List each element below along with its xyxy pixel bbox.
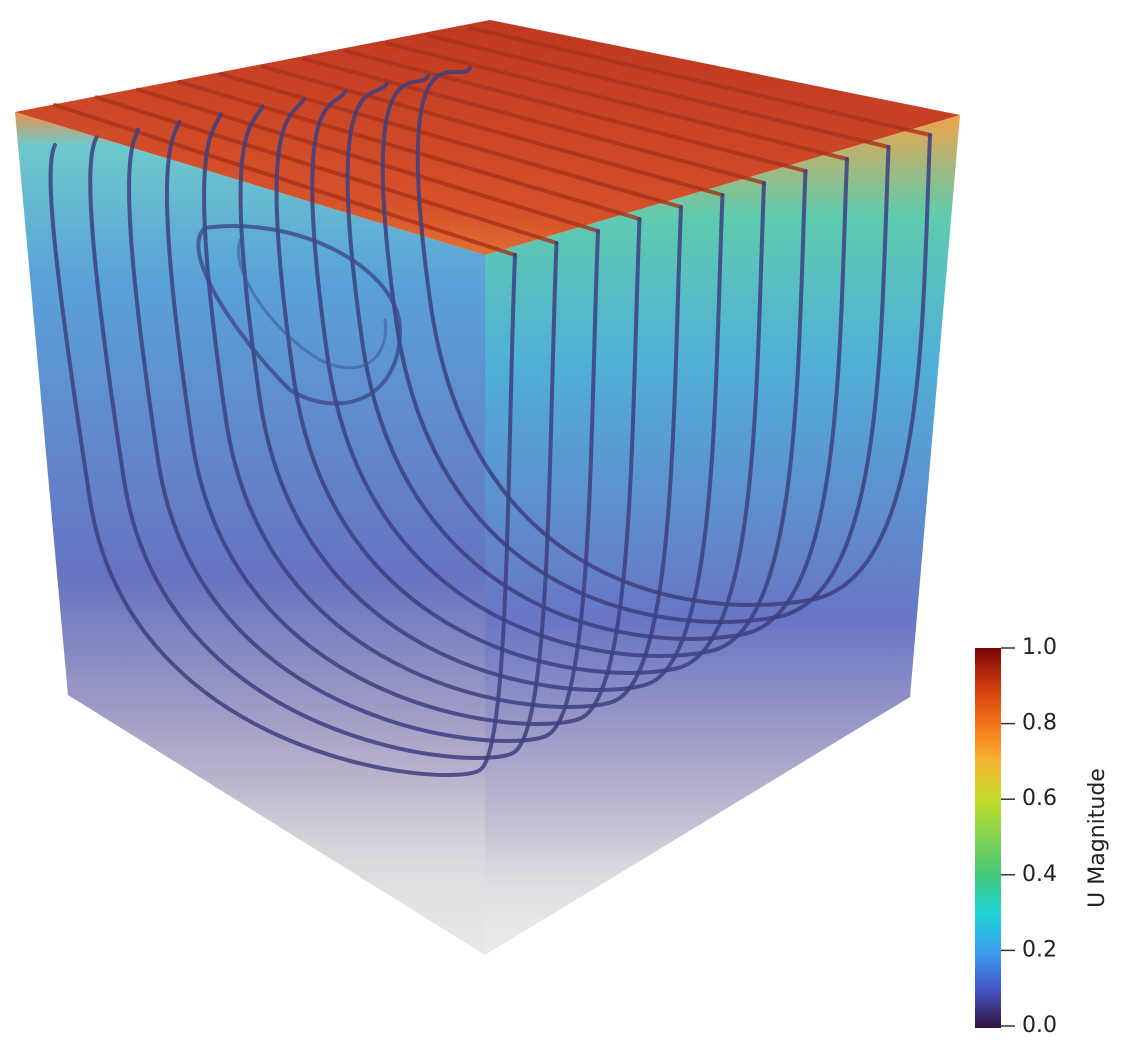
colorbar-title: U Magnitude: [1085, 768, 1110, 908]
streamline: [164, 119, 642, 726]
cube-top-face: [15, 20, 960, 255]
cube: [15, 20, 960, 955]
tick-label: 0.4: [1022, 862, 1057, 887]
colorbar-ramp: [975, 648, 1001, 1028]
streamline: [202, 112, 683, 709]
tick-label: 0.0: [1022, 1013, 1057, 1038]
tick-label: 0.2: [1022, 937, 1057, 962]
tick-label: 0.6: [1022, 786, 1057, 811]
streamline-top: [260, 64, 725, 197]
streamline: [380, 73, 891, 624]
streamline-top: [302, 56, 766, 185]
streamline: [88, 135, 559, 761]
streamlines: [48, 26, 932, 778]
streamline: [48, 143, 517, 778]
vortex-loop: [237, 238, 388, 370]
streamline: [310, 89, 808, 658]
streamline-top: [136, 87, 600, 233]
streamline-top: [219, 72, 683, 209]
streamline: [345, 81, 849, 641]
streamline-top: [53, 103, 517, 257]
streamline-top: [385, 41, 849, 161]
tick-label: 1.0: [1022, 635, 1057, 660]
streamline: [415, 66, 932, 607]
streamline: [274, 96, 766, 675]
streamline: [238, 104, 725, 692]
streamline-top: [94, 95, 559, 245]
colorbar: U Magnitude 0.0 0.2 0.4 0.6 0.8 1.0: [975, 635, 1110, 1038]
vortex-loop: [196, 224, 403, 406]
streamline-top: [468, 26, 932, 137]
streamline-top: [177, 79, 642, 221]
streamline: [127, 127, 600, 743]
flow-left: [15, 112, 485, 955]
streamline-top: [343, 49, 808, 173]
tick-label: 0.8: [1022, 711, 1057, 736]
streamline-top: [426, 33, 891, 149]
